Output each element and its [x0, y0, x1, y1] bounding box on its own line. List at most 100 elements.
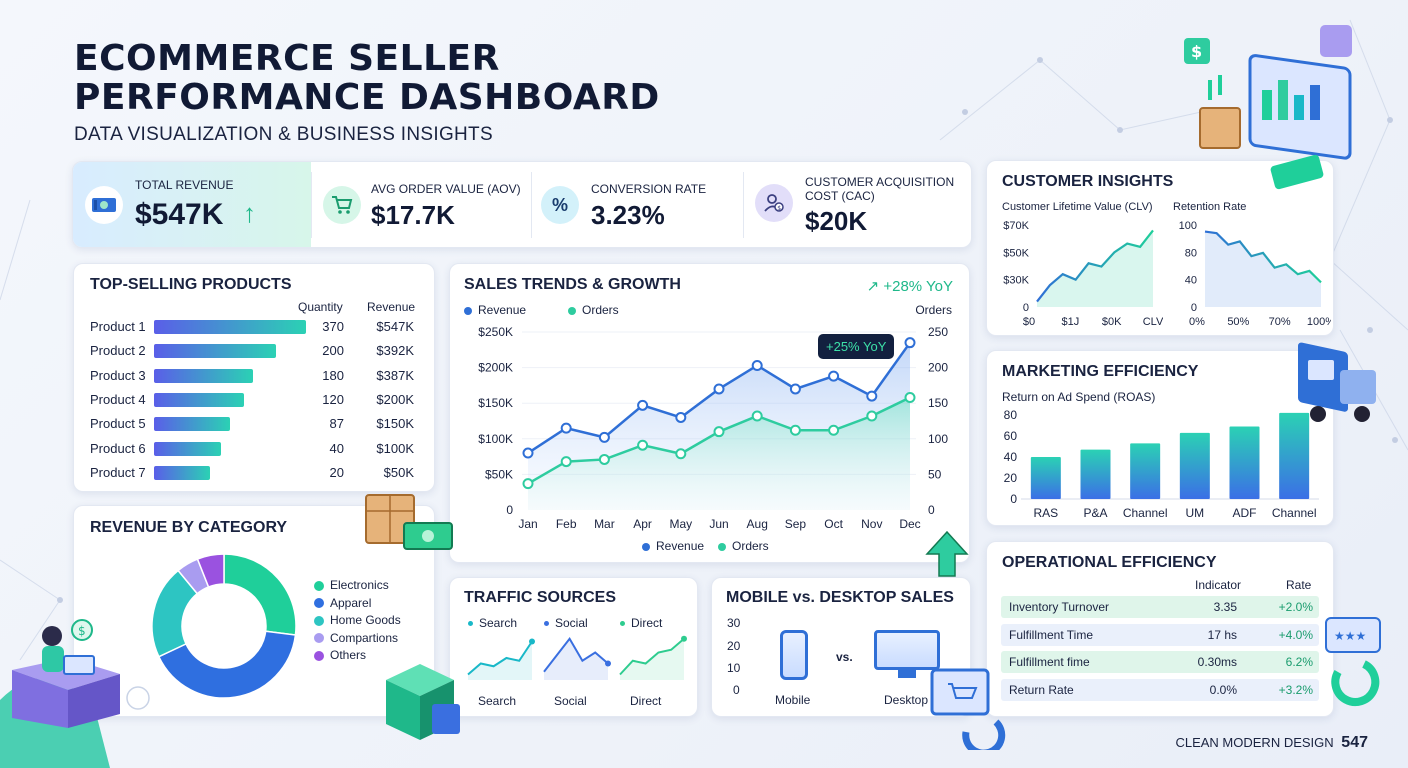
sparkline-area-direct — [620, 638, 684, 680]
y-tick-label: 60 — [1004, 429, 1018, 443]
roas-bar — [1229, 426, 1260, 499]
donut-slice-others — [196, 553, 225, 588]
data-point-revenue — [904, 337, 916, 349]
product-quantity: 370 — [322, 319, 344, 334]
data-point-revenue — [637, 399, 649, 411]
operational-metric-name: Return Rate — [1009, 682, 1074, 697]
mobile-phone-icon — [780, 630, 808, 680]
col-rate-header: Rate — [1286, 578, 1312, 592]
product-name: Product 7 — [90, 464, 146, 480]
sparkline-endpoint — [681, 635, 687, 642]
col-indicator-header: Indicator — [1195, 578, 1242, 592]
kpi-conversion-label: CONVERSION RATE — [591, 182, 707, 196]
mobile-label: Mobile — [775, 693, 811, 707]
operational-row: Fulfillment fime 0.30ms 6.2% — [1001, 651, 1319, 673]
x-tick-label: 0% — [1189, 316, 1205, 328]
desktop-label: Desktop — [884, 693, 929, 707]
traffic-source-label: Social — [554, 694, 587, 708]
data-point-revenue — [751, 359, 763, 371]
y-tick-label: 0 — [1191, 302, 1197, 314]
x-tick-label: Dec — [899, 517, 920, 531]
traffic-source-label: Direct — [630, 694, 662, 708]
legend-revenue-bottom: Revenue — [642, 539, 704, 553]
data-point-orders — [522, 478, 534, 490]
x-tick-label: 70% — [1269, 316, 1291, 328]
operational-rate: +4.0% — [1278, 627, 1313, 642]
x-tick-label: Jun — [709, 517, 728, 531]
sales-trends-card: SALES TRENDS & GROWTH ↗ +28% YoY Revenue… — [449, 263, 970, 563]
clv-chart: $70K $50K $30K 0 $0 $1J $0K CLV — [1003, 220, 1163, 328]
x-tick-label: Channel — [1123, 506, 1168, 520]
legend-swatch — [468, 621, 473, 627]
legend-revenue-top: Revenue — [464, 303, 526, 317]
y-tick-label: 0 — [1023, 302, 1029, 314]
y-tick-label: $150K — [478, 396, 513, 410]
legend-item: Compartions — [314, 631, 434, 645]
kpi-aov-label: AVG ORDER VALUE (AOV) — [371, 182, 521, 196]
x-tick-label: Mar — [594, 517, 615, 531]
legend-swatch — [314, 633, 324, 644]
roas-bar — [1279, 412, 1310, 499]
x-tick-label: Jan — [518, 517, 537, 531]
y-tick-label: $100K — [478, 432, 513, 446]
clv-label: Customer Lifetime Value (CLV) — [1002, 201, 1153, 213]
x-tick-label: Oct — [824, 517, 843, 531]
y-tick-label: $250K — [478, 325, 513, 339]
md-tick-0: 0 — [733, 683, 740, 697]
traffic-labels: Search Social Direct — [460, 694, 695, 710]
data-point-revenue — [598, 431, 610, 443]
footer: CLEAN MODERN DESIGN 547 — [1175, 734, 1368, 752]
legend-label: Home Goods — [330, 613, 401, 627]
col-quantity-header: Quantity — [298, 300, 343, 314]
roas-bar — [1030, 457, 1061, 499]
traffic-sources-card: TRAFFIC SOURCES Search Social Direct Searc… — [449, 577, 698, 717]
traffic-legend-item: Direct — [620, 616, 662, 630]
traffic-legend-label: Direct — [631, 616, 663, 630]
revenue-category-donut — [151, 553, 297, 699]
data-point-revenue — [866, 390, 878, 402]
legend-swatch — [314, 615, 324, 626]
traffic-sparklines — [467, 635, 687, 680]
page-subtitle: DATA VISUALIZATION & BUSINESS INSIGHTS — [74, 124, 493, 145]
y2-tick-label: 50 — [928, 467, 942, 481]
legend-label: Electronics — [330, 578, 389, 592]
product-quantity: 40 — [329, 440, 344, 456]
sales-trends-title: SALES TRENDS & GROWTH — [464, 276, 681, 293]
product-bar — [154, 320, 306, 334]
product-bar — [154, 392, 244, 407]
product-bar — [154, 417, 230, 432]
traffic-sources-title: TRAFFIC SOURCES — [464, 589, 616, 606]
operational-efficiency-card: OPERATIONAL EFFICIENCY Indicator Rate In… — [986, 541, 1334, 717]
x-tick-label: May — [669, 517, 692, 531]
product-revenue: $150K — [376, 416, 414, 432]
kpi-aov-value: $17.7K — [371, 200, 455, 230]
box-money-illustration — [365, 494, 453, 550]
data-point-revenue — [675, 411, 687, 423]
roas-bar — [1179, 432, 1210, 499]
traffic-source-label: Search — [478, 694, 517, 708]
svg-text:$: $ — [777, 205, 781, 212]
kpi-strip: TOTAL REVENUE $547K ↑ AVG ORDER VALUE (A… — [72, 161, 972, 248]
operational-row: Fulfillment Time 17 hs +4.0% — [1001, 623, 1319, 646]
x-tick-label: Apr — [633, 517, 652, 531]
traffic-legend-item: Social — [544, 616, 588, 630]
kpi-cac-value: $20K — [805, 206, 868, 236]
yoy-growth-badge: ↗ +28% YoY — [866, 278, 953, 295]
customer-insights-title: CUSTOMER INSIGHTS — [1002, 173, 1174, 190]
product-bar — [154, 441, 221, 456]
x-tick-label: RAS — [1033, 506, 1058, 520]
data-point-orders — [637, 439, 649, 451]
page-title-line2: PERFORMANCE DASHBOARD — [74, 77, 660, 118]
operational-indicator: 0.0% — [1209, 682, 1237, 697]
kpi-total-revenue-value: $547K — [135, 198, 224, 231]
legend-item: Apparel — [314, 596, 434, 610]
legend-label: Others — [330, 648, 367, 662]
y-tick-label: 0 — [506, 503, 513, 517]
product-name: Product 3 — [90, 367, 146, 383]
data-point-orders — [598, 453, 610, 465]
operational-indicator: 3.35 — [1213, 600, 1237, 614]
traffic-legend: Search Social Direct — [468, 616, 698, 632]
legend-item: Others — [314, 648, 434, 662]
top-products-title: TOP-SELLING PRODUCTS — [90, 276, 292, 293]
md-tick-10: 10 — [727, 661, 741, 675]
